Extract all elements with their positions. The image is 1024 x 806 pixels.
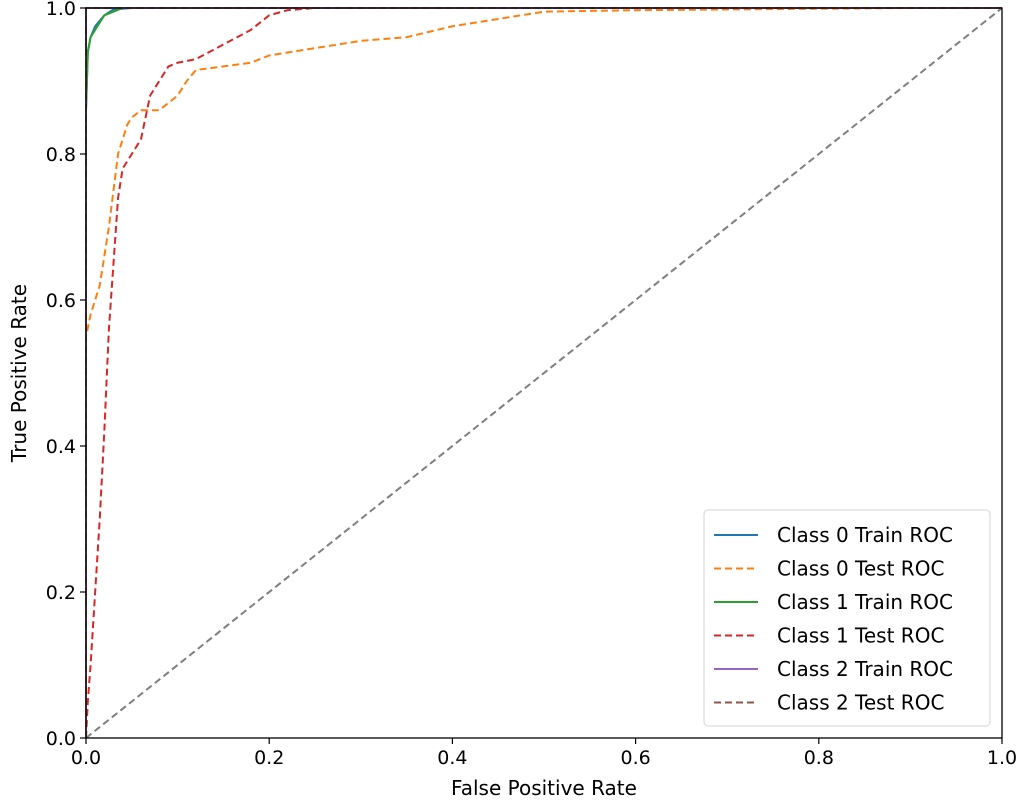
y-axis-ticks: 0.0 0.2 0.4 0.6 0.8 1.0 xyxy=(46,0,86,750)
x-tick-label: 1.0 xyxy=(987,747,1017,769)
x-axis-ticks: 0.0 0.2 0.4 0.6 0.8 1.0 xyxy=(71,738,1017,769)
x-tick-label: 0.4 xyxy=(437,747,467,769)
legend-label: Class 2 Test ROC xyxy=(777,691,944,715)
legend-label: Class 1 Train ROC xyxy=(777,590,953,614)
y-tick-label: 0.8 xyxy=(46,144,76,166)
x-tick-label: 0.0 xyxy=(71,747,101,769)
legend: Class 0 Train ROC Class 0 Test ROC Class 1… xyxy=(703,509,991,727)
legend-label: Class 0 Test ROC xyxy=(777,557,944,581)
x-tick-label: 0.8 xyxy=(804,747,834,769)
y-axis-label: True Positive Rate xyxy=(7,284,31,463)
y-tick-label: 1.0 xyxy=(46,0,76,20)
x-tick-label: 0.6 xyxy=(620,747,650,769)
reference-diagonal-line xyxy=(85,7,1003,739)
legend-label: Class 0 Train ROC xyxy=(777,523,953,547)
x-axis-label: False Positive Rate xyxy=(451,776,637,800)
legend-label: Class 1 Test ROC xyxy=(777,624,944,648)
plot-frame xyxy=(85,7,1003,739)
series-line-class-0-test-roc xyxy=(85,7,1002,738)
y-tick-label: 0.0 xyxy=(46,728,76,750)
y-tick-label: 0.6 xyxy=(46,290,76,312)
legend-frame xyxy=(703,509,991,727)
y-tick-label: 0.2 xyxy=(46,582,76,604)
y-tick-label: 0.4 xyxy=(46,436,76,458)
x-tick-label: 0.2 xyxy=(254,747,284,769)
legend-label: Class 2 Train ROC xyxy=(777,657,953,681)
